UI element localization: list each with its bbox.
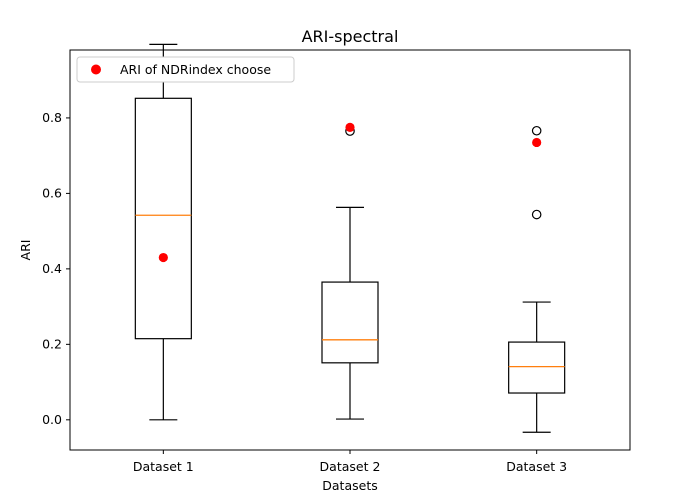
plot-frame	[69, 49, 631, 451]
box	[508, 341, 566, 394]
box	[321, 281, 379, 364]
y-tick-label: 0.6	[42, 185, 62, 200]
x-tick-label: Dataset 3	[506, 459, 567, 474]
y-axis-label: ARI	[18, 240, 33, 261]
ndrindex-marker	[345, 122, 355, 132]
chart-title: ARI-spectral	[302, 27, 399, 46]
ndrindex-marker	[532, 137, 542, 148]
box	[134, 97, 192, 340]
x-tick-label: Dataset 2	[320, 459, 381, 474]
outlier-point	[531, 125, 542, 136]
legend-frame	[76, 56, 295, 83]
outlier-point	[531, 209, 542, 220]
y-tick-label: 0.4	[42, 261, 62, 276]
x-tick-label: Dataset 1	[133, 459, 194, 474]
x-axis-label: Datasets	[322, 478, 377, 493]
y-tick-label: 0.0	[42, 412, 62, 427]
plot-area: 0.0 0.2 0.4 0.6 0.8 Dataset 1 Dataset 2 Dataset…	[42, 43, 631, 474]
y-tick-label: 0.2	[42, 336, 62, 351]
legend-marker	[91, 64, 101, 75]
y-tick-label: 0.8	[42, 110, 62, 125]
legend-label: ARI of NDRindex choose	[120, 62, 271, 77]
ndrindex-marker	[158, 252, 168, 263]
legend: ARI of NDRindex choose	[76, 56, 295, 83]
